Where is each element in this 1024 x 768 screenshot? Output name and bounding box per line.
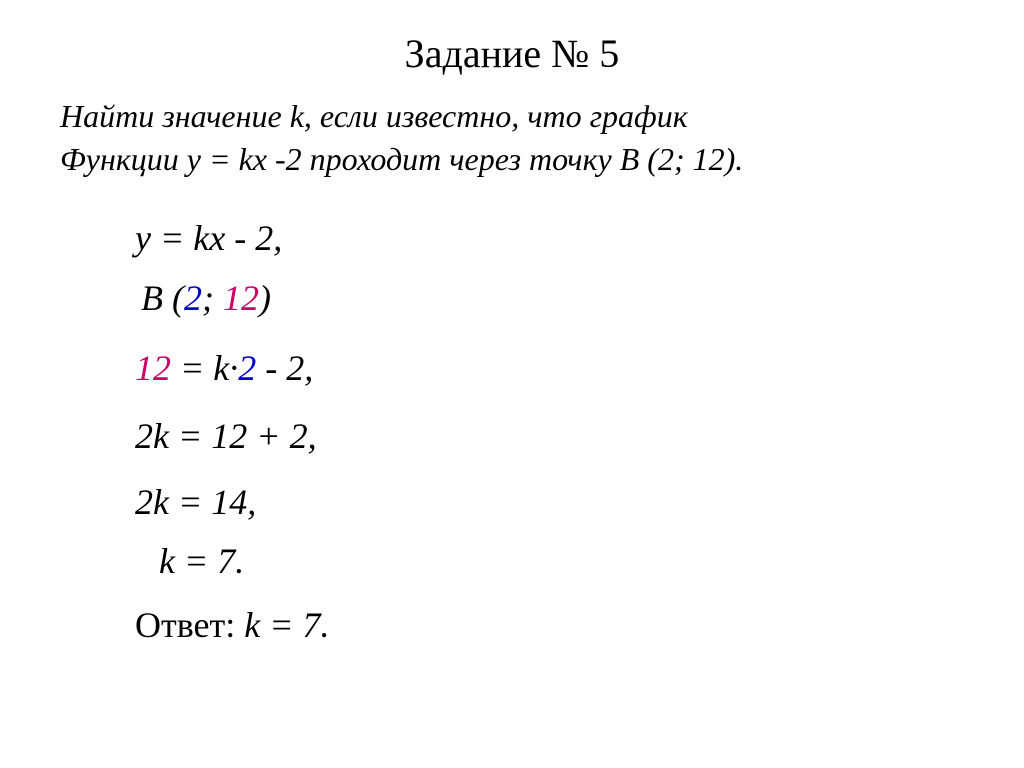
solution-line-4: 2k = 12 + 2, [135,409,964,465]
point-separator: ; [202,278,223,318]
problem-sep: ; [674,141,693,177]
problem-point-y: 12 [693,141,725,177]
substituted-y: 12 [135,348,171,388]
solution-line-5: 2k = 14, [135,475,964,531]
answer-value: k = 7. [244,605,329,645]
task-title: Задание № 5 [60,30,964,77]
problem-point-x: 2 [658,141,674,177]
solution-line-2: В (2; 12) [135,271,964,327]
problem-line-2: Функции y = kx -2 проходит через точку В… [60,138,964,181]
problem-text-end: ). [725,141,744,177]
problem-statement: Найти значение k, если известно, что гра… [60,95,964,181]
problem-text: Функции y = kx -2 проходит через точку В… [60,141,658,177]
point-x-value: 2 [184,278,202,318]
answer-label: Ответ: [135,605,244,645]
point-y-value: 12 [223,278,259,318]
problem-line-1: Найти значение k, если известно, что гра… [60,95,964,138]
equation-end: - 2, [256,348,313,388]
solution-line-3: 12 = k·2 - 2, [135,341,964,397]
substituted-x: 2 [238,348,256,388]
point-prefix: В ( [141,278,184,318]
solution-line-1: y = kx - 2, [135,211,964,267]
solution-line-6: k = 7. [135,534,964,590]
equation-mid: = k· [171,348,238,388]
solution-block: y = kx - 2, В (2; 12) 12 = k·2 - 2, 2k =… [60,211,964,654]
point-suffix: ) [259,278,271,318]
answer-line: Ответ: k = 7. [135,598,964,654]
